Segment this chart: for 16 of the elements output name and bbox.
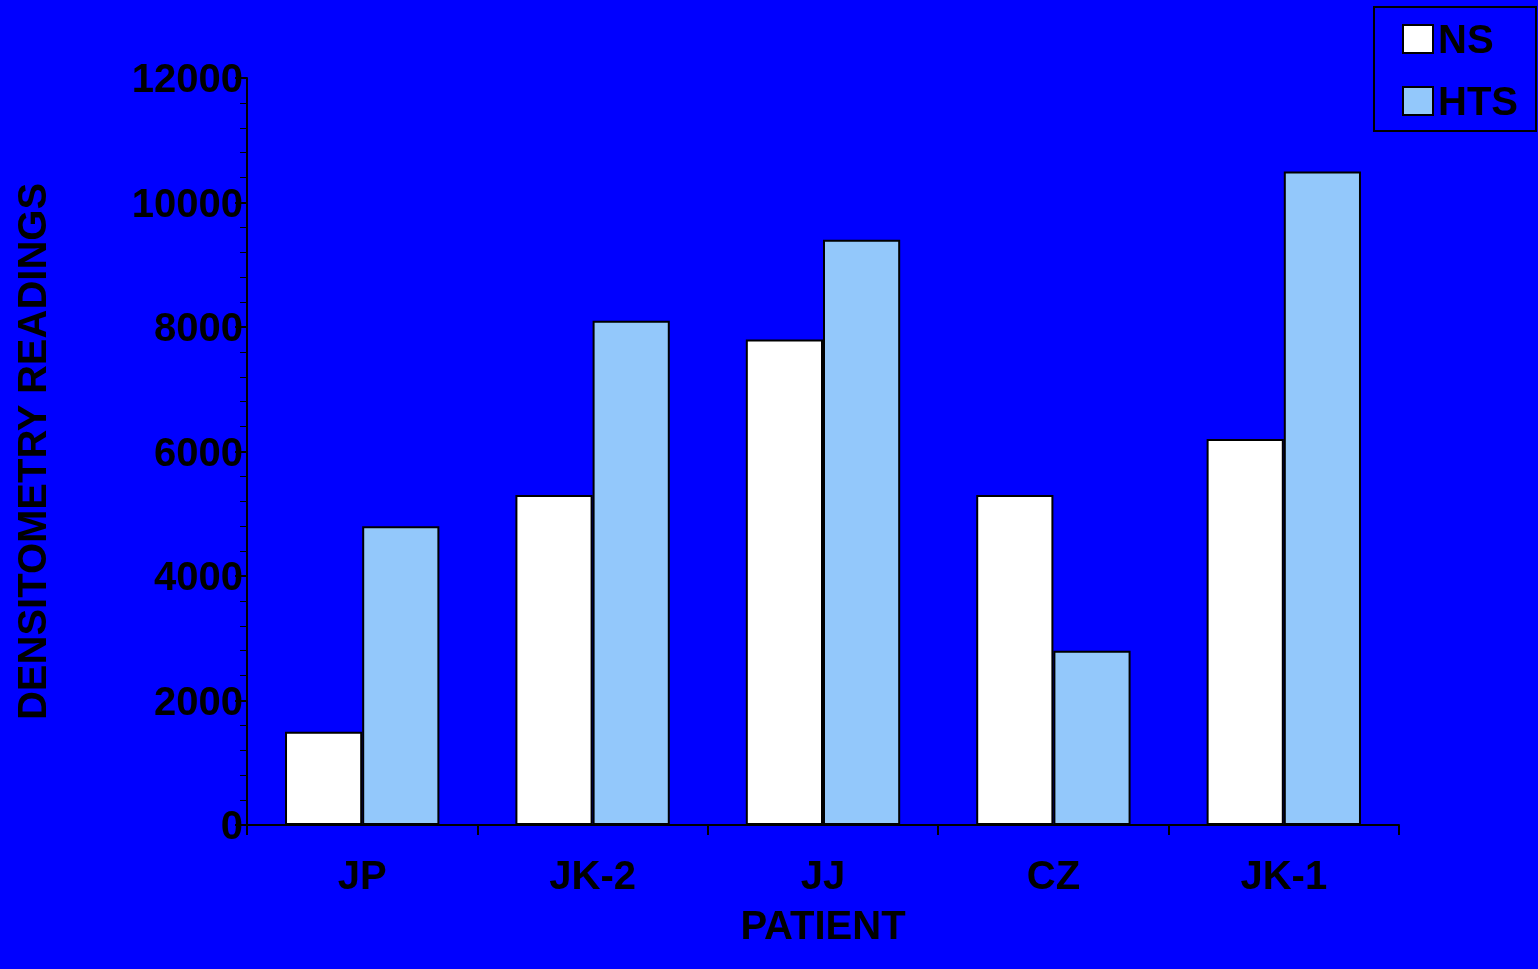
x-tick-label: JK-1	[1240, 853, 1328, 897]
x-tick-label: CZ	[1026, 853, 1081, 897]
y-axis-title: DENSITOMETRY READINGS	[10, 182, 54, 721]
y-tick-label: 12000	[131, 56, 243, 100]
y-tick-label: 6000	[154, 429, 243, 474]
y-tick-label: 10000	[131, 180, 243, 225]
y-tick-label: 8000	[154, 305, 243, 349]
legend-label: HTS	[1438, 79, 1518, 123]
x-tick-label: JJ	[800, 853, 846, 897]
legend-label: NS	[1438, 17, 1494, 61]
x-tick-label: JK-2	[549, 853, 636, 897]
x-tick-label: JP	[337, 853, 387, 897]
y-tick-label: 0	[220, 803, 243, 847]
y-tick-label: 2000	[154, 678, 243, 723]
x-axis-title: PATIENT	[740, 903, 906, 947]
y-tick-label: 4000	[154, 554, 243, 598]
